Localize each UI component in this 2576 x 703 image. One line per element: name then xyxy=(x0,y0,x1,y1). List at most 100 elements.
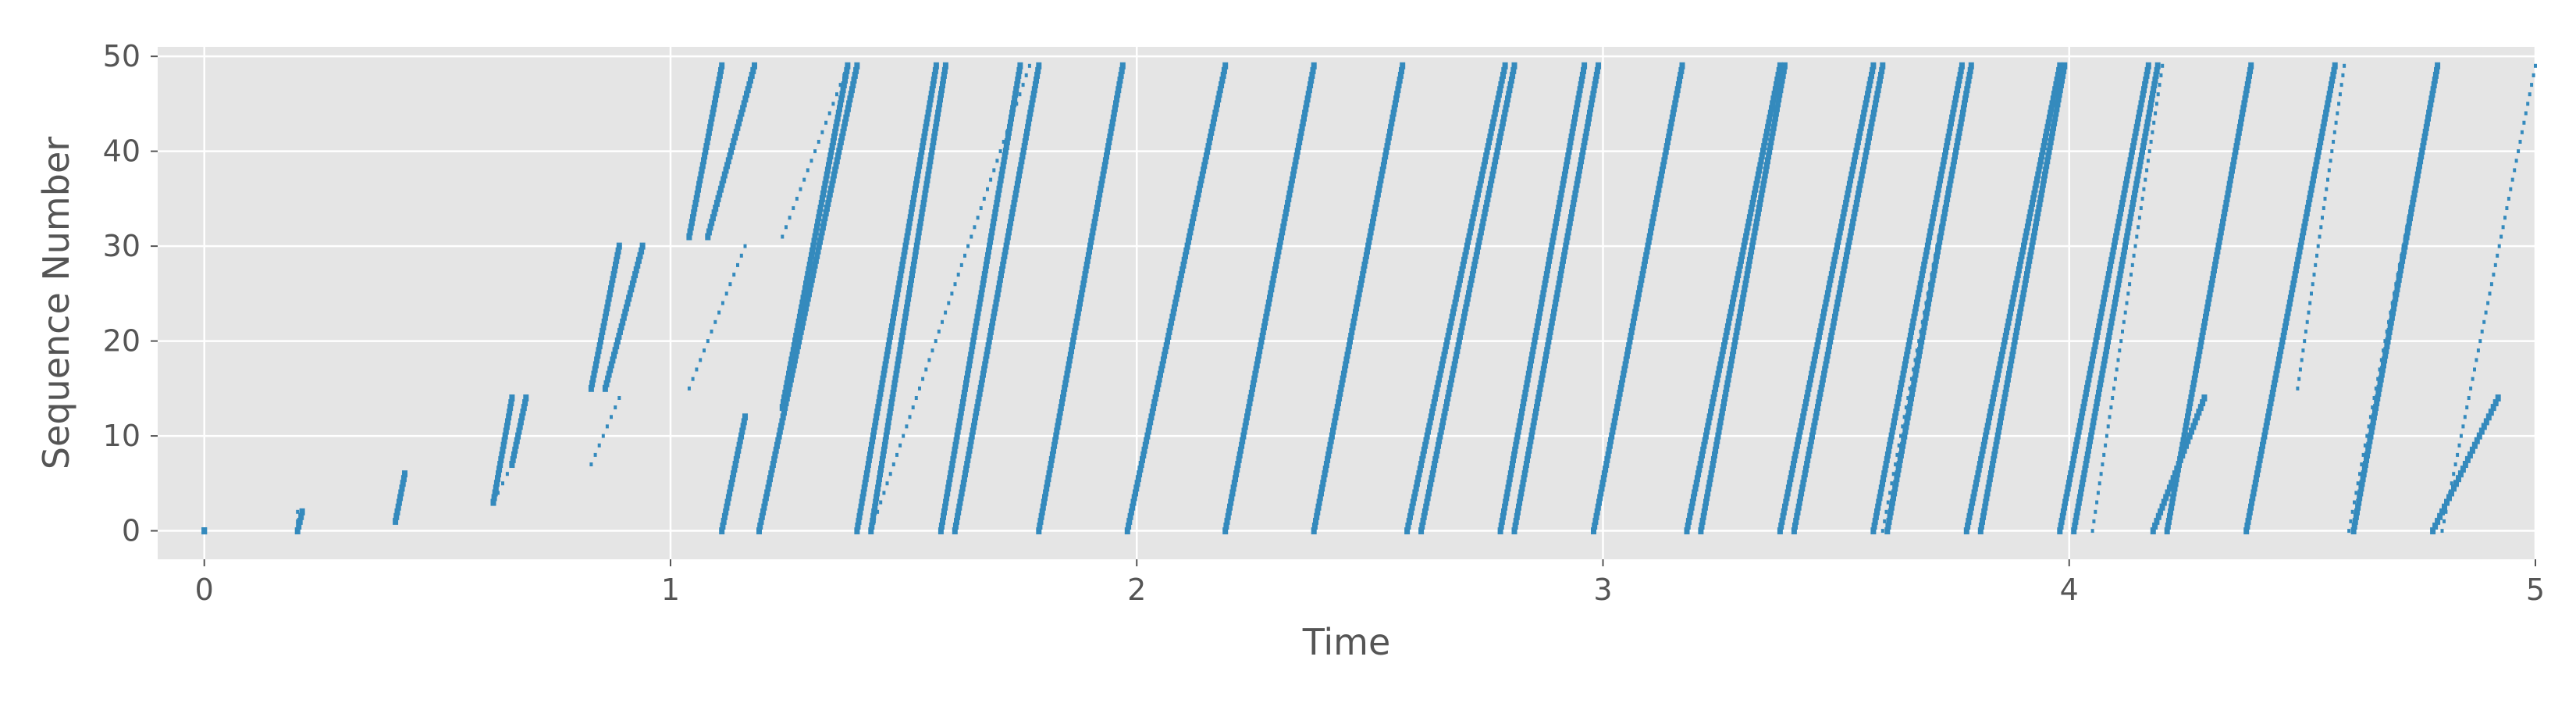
packet-point xyxy=(1270,276,1276,284)
packet-point xyxy=(1964,92,1968,97)
packet-point xyxy=(919,148,925,155)
packet-point xyxy=(1932,205,1938,212)
packet-point xyxy=(2307,190,2314,198)
packet-point xyxy=(2381,361,2386,369)
packet-point xyxy=(1760,180,1767,188)
packet-point xyxy=(2017,261,2023,269)
packet-point xyxy=(2405,223,2411,231)
packet-point xyxy=(2108,261,2114,269)
packet-point xyxy=(1021,143,1027,151)
packet-point xyxy=(1703,432,1709,440)
packet-point xyxy=(2425,120,2428,125)
packet-point xyxy=(1141,446,1147,454)
packet-point xyxy=(835,92,838,97)
packet-point xyxy=(1941,216,1944,220)
packet-point xyxy=(1202,157,1208,165)
packet-point xyxy=(1012,111,1016,116)
packet-point xyxy=(1119,66,1125,74)
packet-point xyxy=(916,166,922,174)
packet-point xyxy=(1004,237,1010,245)
packet-point xyxy=(1834,304,1840,312)
packet-point xyxy=(2109,252,2115,259)
packet-point xyxy=(1678,66,1685,74)
packet-point xyxy=(2361,466,2368,473)
packet-point xyxy=(873,413,880,421)
packet-point xyxy=(1532,333,1539,340)
packet-point xyxy=(1917,347,1923,355)
packet-point xyxy=(1095,199,1101,207)
packet-point xyxy=(1640,266,1646,273)
packet-point xyxy=(1923,247,1930,255)
packet-point xyxy=(1777,86,1784,94)
packet-point xyxy=(397,500,400,505)
packet-point xyxy=(1465,237,1471,245)
packet-point xyxy=(1592,81,1598,89)
packet-point xyxy=(1801,409,1807,416)
packet-point xyxy=(298,512,304,520)
packet-point xyxy=(1146,423,1152,430)
packet-point xyxy=(1752,228,1758,236)
packet-point xyxy=(1952,152,1958,160)
packet-point xyxy=(742,413,748,421)
packet-point xyxy=(2325,187,2329,191)
packet-point xyxy=(1852,152,1859,160)
packet-point xyxy=(994,290,1001,298)
packet-point xyxy=(1292,162,1298,170)
packet-point xyxy=(2075,432,2081,440)
y-tick-label: 0 xyxy=(122,514,141,548)
packet-point xyxy=(1464,294,1471,302)
packet-point xyxy=(817,209,823,217)
packet-point xyxy=(987,237,994,245)
packet-point xyxy=(503,427,509,435)
packet-point xyxy=(894,294,900,302)
packet-point xyxy=(1427,418,1433,426)
packet-point xyxy=(2120,194,2126,202)
packet-point xyxy=(1174,290,1180,298)
packet-point xyxy=(2514,159,2518,163)
packet-point xyxy=(1610,427,1616,435)
packet-point xyxy=(1447,380,1453,387)
packet-point xyxy=(793,352,799,359)
packet-point xyxy=(833,162,839,170)
packet-point xyxy=(694,190,700,198)
packet-point xyxy=(1420,451,1426,459)
packet-point xyxy=(1281,219,1287,227)
packet-point xyxy=(1700,512,1706,520)
packet-point xyxy=(743,244,747,248)
packet-point xyxy=(1165,333,1172,340)
packet-point xyxy=(1902,361,1908,369)
packet-point xyxy=(1062,380,1069,387)
packet-point xyxy=(804,276,810,284)
packet-point xyxy=(1976,461,1983,468)
packet-point xyxy=(938,523,945,530)
packet-point xyxy=(1475,190,1481,198)
packet-point xyxy=(2105,337,2112,345)
packet-point xyxy=(1522,466,1528,473)
packet-point xyxy=(1919,271,1925,279)
packet-point xyxy=(2293,266,2299,273)
packet-point xyxy=(1379,166,1386,174)
packet-point xyxy=(2101,361,2107,369)
packet-point xyxy=(2119,339,2123,344)
packet-point xyxy=(729,475,735,483)
packet-point xyxy=(1138,461,1144,468)
packet-point xyxy=(920,143,926,151)
packet-point xyxy=(1185,237,1191,245)
packet-point xyxy=(2053,109,2059,117)
packet-point xyxy=(1220,71,1226,79)
packet-point xyxy=(781,399,786,407)
packet-point xyxy=(2476,432,2482,440)
packet-point xyxy=(1941,157,1947,165)
packet-point xyxy=(2080,404,2087,412)
packet-point xyxy=(1546,333,1553,340)
packet-point xyxy=(930,348,934,353)
packet-point xyxy=(2200,327,2206,335)
packet-point xyxy=(1061,389,1067,397)
packet-point xyxy=(956,418,962,426)
packet-point xyxy=(972,418,977,426)
packet-point xyxy=(1294,148,1300,155)
packet-point xyxy=(2325,100,2331,108)
packet-point xyxy=(1771,91,1777,98)
packet-point xyxy=(520,409,526,416)
packet-point xyxy=(1968,503,1974,511)
